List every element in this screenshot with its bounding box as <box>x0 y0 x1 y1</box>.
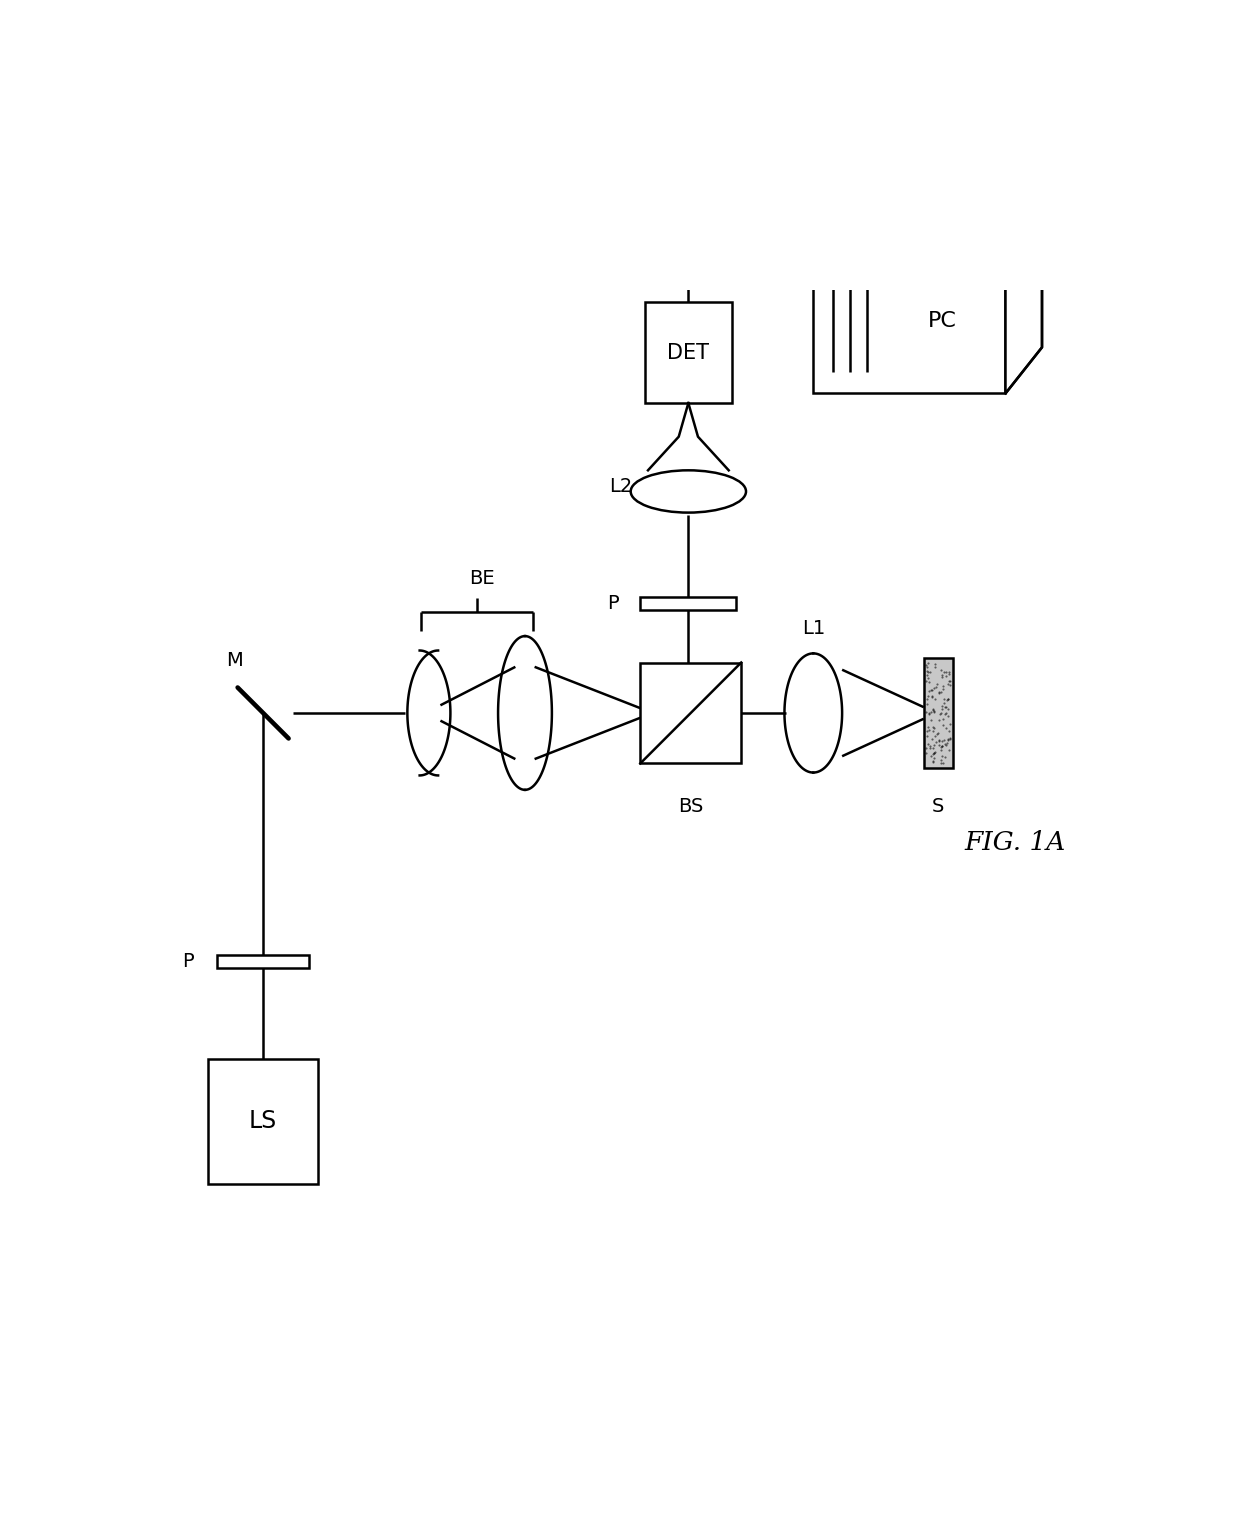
Text: L1: L1 <box>802 620 825 638</box>
Text: BE: BE <box>469 569 495 588</box>
Bar <box>924 658 952 768</box>
Text: S: S <box>932 797 945 816</box>
Bar <box>640 597 737 610</box>
Text: LS: LS <box>249 1109 278 1134</box>
Bar <box>217 955 309 967</box>
Text: PC: PC <box>928 311 956 331</box>
Text: L2: L2 <box>609 478 632 496</box>
Ellipse shape <box>631 470 746 513</box>
Polygon shape <box>1006 203 1042 394</box>
Bar <box>208 1059 319 1184</box>
Bar <box>640 662 742 763</box>
Text: P: P <box>182 952 193 971</box>
Text: P: P <box>608 594 619 613</box>
Text: FIG. 1A: FIG. 1A <box>965 830 1065 855</box>
Text: M: M <box>226 650 243 670</box>
Text: BS: BS <box>678 797 703 816</box>
Text: DET: DET <box>667 343 709 363</box>
Polygon shape <box>813 203 1042 249</box>
Bar <box>645 302 732 403</box>
Bar <box>813 249 1006 394</box>
